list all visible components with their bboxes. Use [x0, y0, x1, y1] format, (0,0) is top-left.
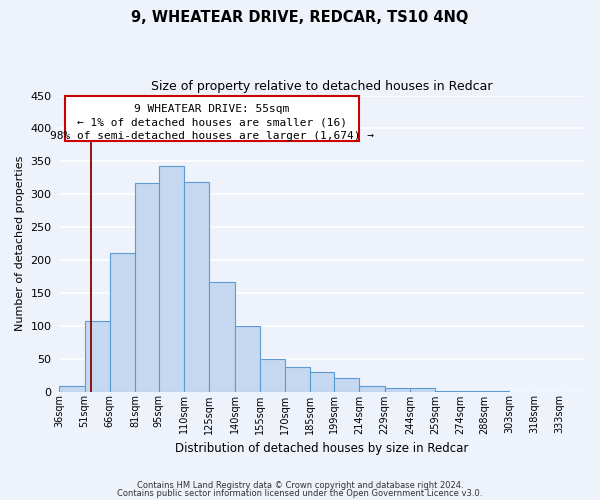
Text: 9, WHEATEAR DRIVE, REDCAR, TS10 4NQ: 9, WHEATEAR DRIVE, REDCAR, TS10 4NQ [131, 10, 469, 25]
Title: Size of property relative to detached houses in Redcar: Size of property relative to detached ho… [151, 80, 493, 93]
Bar [435, 391, 460, 392]
X-axis label: Distribution of detached houses by size in Redcar: Distribution of detached houses by size … [175, 442, 469, 455]
Text: Contains HM Land Registry data © Crown copyright and database right 2024.: Contains HM Land Registry data © Crown c… [137, 481, 463, 490]
Text: 9 WHEATEAR DRIVE: 55sqm: 9 WHEATEAR DRIVE: 55sqm [134, 104, 289, 115]
FancyBboxPatch shape [65, 96, 359, 142]
Bar [310, 372, 334, 392]
Bar [110, 252, 135, 392]
Bar [334, 378, 359, 392]
Bar [484, 391, 509, 392]
Bar [359, 386, 385, 392]
Bar [85, 321, 110, 392]
Bar [209, 282, 235, 392]
Bar [159, 166, 184, 392]
Text: Contains public sector information licensed under the Open Government Licence v3: Contains public sector information licen… [118, 488, 482, 498]
Bar [460, 391, 484, 392]
Bar [184, 182, 209, 392]
Bar [285, 367, 310, 392]
Text: ← 1% of detached houses are smaller (16): ← 1% of detached houses are smaller (16) [77, 118, 347, 128]
Bar [235, 326, 260, 392]
Bar [59, 386, 85, 392]
Bar [260, 358, 285, 392]
Y-axis label: Number of detached properties: Number of detached properties [15, 156, 25, 331]
Bar [135, 183, 159, 392]
Bar [385, 388, 410, 392]
Bar [410, 388, 435, 392]
Text: 98% of semi-detached houses are larger (1,674) →: 98% of semi-detached houses are larger (… [50, 131, 374, 141]
